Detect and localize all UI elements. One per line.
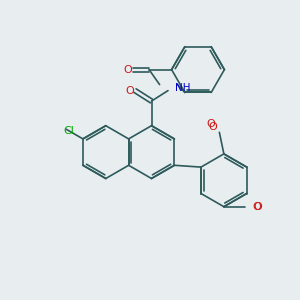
Text: O: O (208, 122, 217, 132)
Text: O: O (124, 64, 133, 75)
Text: O: O (252, 202, 261, 212)
Text: O: O (254, 202, 262, 212)
Text: Cl: Cl (63, 126, 74, 136)
Text: O: O (125, 85, 134, 96)
Text: O: O (207, 119, 215, 129)
Text: NH: NH (175, 83, 190, 93)
